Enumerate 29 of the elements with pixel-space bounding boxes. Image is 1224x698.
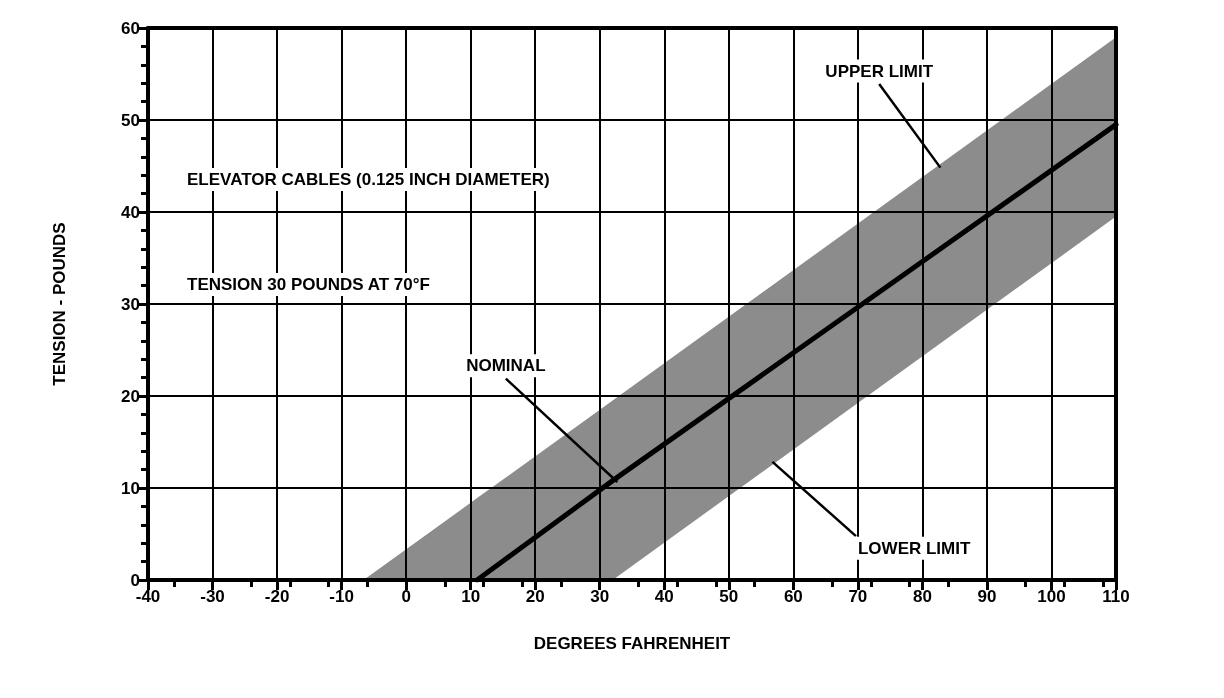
x-tick-label: 90 — [977, 587, 997, 606]
x-tick-label: 60 — [783, 587, 803, 606]
y-tick-label: 30 — [121, 294, 140, 314]
x-tick-label: 110 — [1102, 587, 1130, 606]
x-tick-label: 70 — [848, 587, 868, 606]
x-tick-label: 80 — [912, 587, 932, 606]
x-tick-label: 50 — [719, 587, 739, 606]
annotation: ELEVATOR CABLES (0.125 INCH DIAMETER) — [187, 170, 550, 189]
x-tick-label: 10 — [461, 587, 481, 606]
x-tick-label: -30 — [200, 587, 225, 606]
x-tick-label: 30 — [590, 587, 610, 606]
y-tick-label: 10 — [121, 478, 140, 498]
x-tick-label: 100 — [1037, 587, 1066, 606]
x-tick-label: -10 — [329, 587, 354, 606]
annotation: NOMINAL — [466, 356, 546, 376]
y-tick-label: 20 — [121, 386, 140, 406]
x-tick-label: -40 — [135, 587, 161, 606]
y-tick-label: 60 — [121, 18, 140, 38]
y-tick-label: 50 — [121, 110, 140, 130]
annotation: LOWER LIMIT — [857, 538, 971, 558]
annotation: TENSION 30 POUNDS AT 70°F — [187, 275, 430, 294]
x-tick-label: -20 — [264, 587, 290, 606]
annotation: UPPER LIMIT — [825, 61, 934, 81]
x-tick-label: 0 — [401, 587, 411, 606]
x-tick-label: 20 — [525, 587, 545, 606]
x-tick-label: 40 — [654, 587, 674, 606]
x-axis-title: DEGREES FAHRENHEIT — [533, 634, 731, 653]
y-axis-title: TENSION - POUNDS — [50, 222, 69, 386]
y-tick-label: 40 — [121, 202, 140, 222]
